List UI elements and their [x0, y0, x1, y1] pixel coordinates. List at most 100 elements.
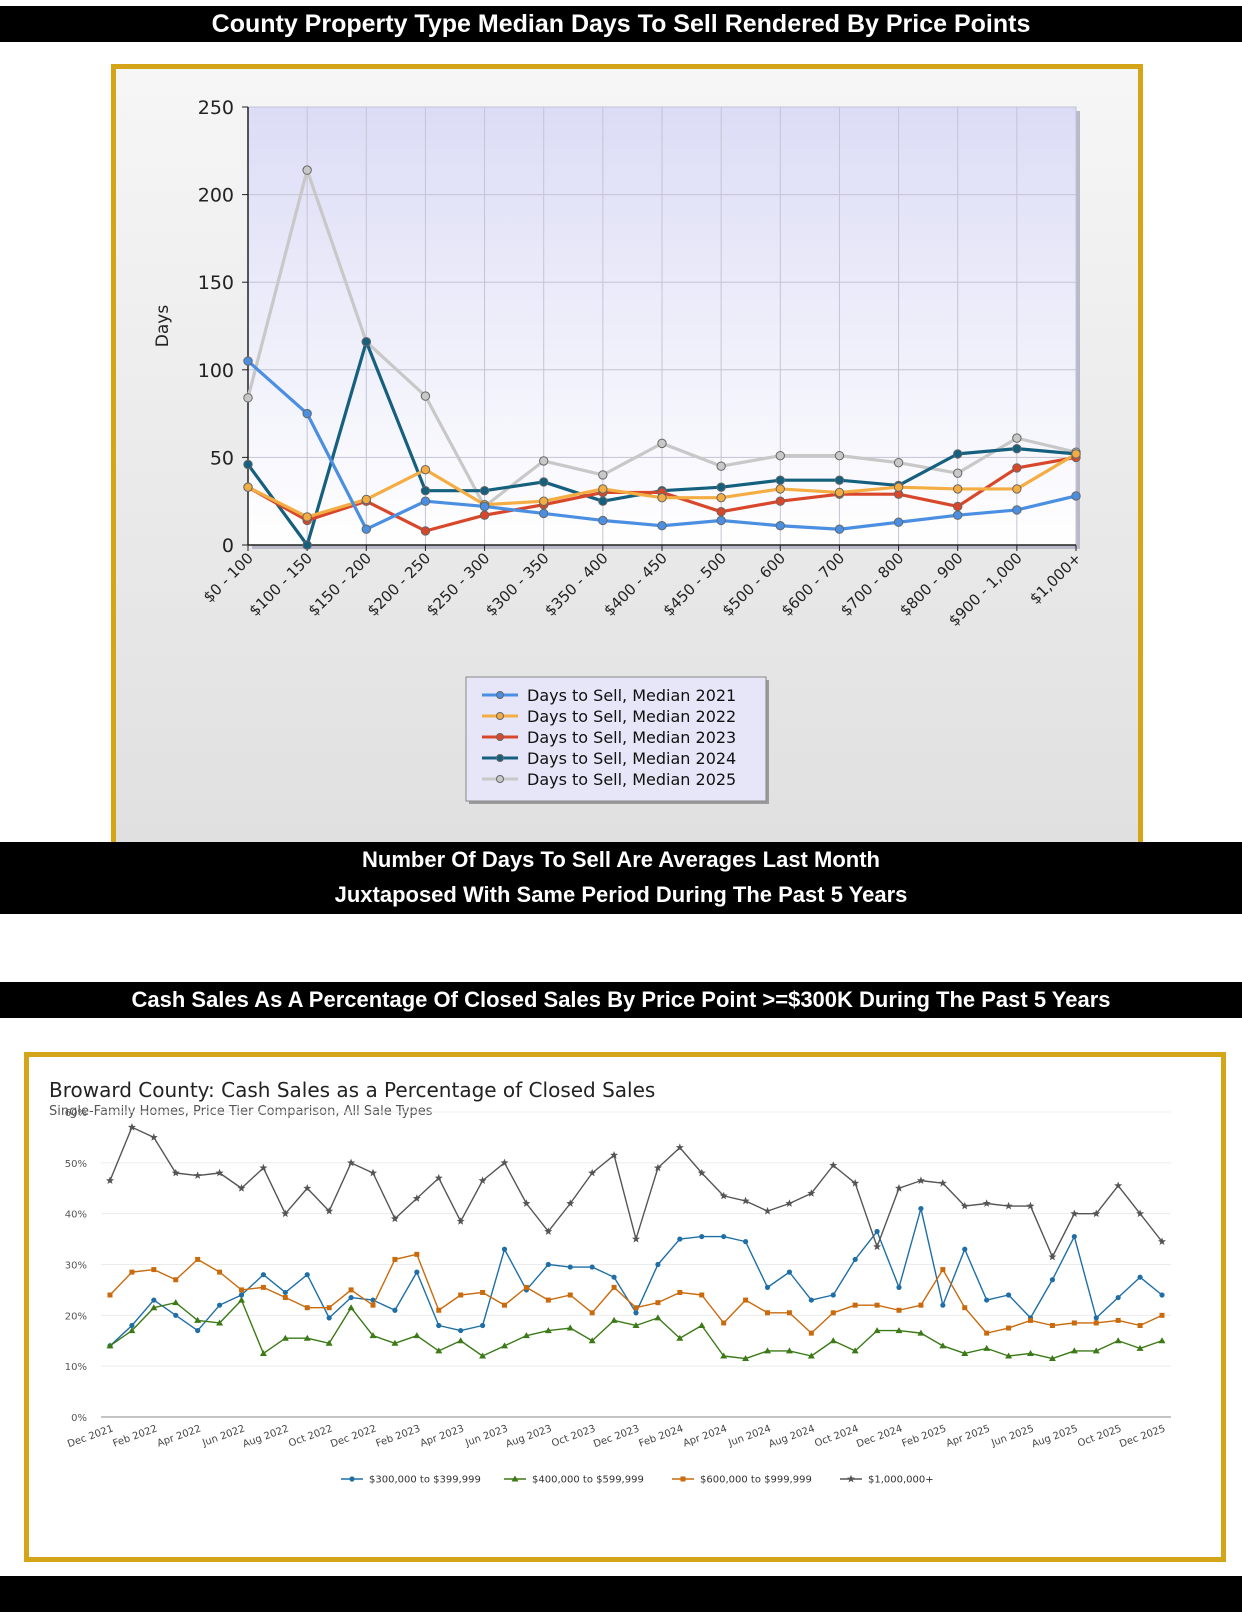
cash-sales-banner: Cash Sales As A Percentage Of Closed Sal… [0, 982, 1242, 1018]
data-point-1-000-000 [106, 1176, 114, 1184]
y-tick-label: 50 [210, 447, 234, 469]
y-axis-label: Days [153, 305, 173, 348]
data-point-days-to-sell-median-2024 [361, 337, 371, 347]
data-point-days-to-sell-median-2025 [716, 461, 726, 471]
data-point-600-000-to-999-999 [436, 1307, 442, 1313]
data-point-days-to-sell-median-2025 [834, 450, 845, 461]
data-point-1-000-000 [785, 1199, 794, 1207]
data-point-days-to-sell-median-2021 [775, 521, 785, 531]
data-point-400-000-to-599-999 [413, 1332, 421, 1339]
data-point-300-000-to-399-999 [874, 1228, 880, 1235]
data-point-1-000-000 [675, 1143, 684, 1151]
data-point-1-000-000 [281, 1209, 290, 1218]
legend-marker [496, 754, 504, 762]
data-point-600-000-to-999-999 [239, 1287, 244, 1293]
data-point-days-to-sell-median-2021 [716, 515, 726, 526]
data-point-300-000-to-399-999 [721, 1233, 727, 1240]
data-point-days-to-sell-median-2022 [834, 487, 845, 498]
data-point-300-000-to-399-999 [808, 1297, 814, 1303]
y-tick-label: 250 [198, 97, 234, 119]
data-point-days-to-sell-median-2021 [302, 408, 312, 419]
data-point-300-000-to-399-999 [1005, 1292, 1012, 1298]
data-point-400-000-to-599-999 [610, 1316, 618, 1323]
data-point-days-to-sell-median-2022 [953, 484, 963, 494]
data-point-300-000-to-399-999 [633, 1310, 639, 1316]
data-point-1-000-000 [588, 1168, 597, 1177]
data-point-400-000-to-599-999 [391, 1339, 399, 1346]
data-point-1-000-000 [434, 1173, 443, 1182]
data-point-300-000-to-399-999 [216, 1302, 223, 1308]
data-point-1-000-000 [1114, 1181, 1123, 1190]
data-point-300-000-to-399-999 [392, 1307, 398, 1313]
data-point-300-000-to-399-999 [764, 1284, 771, 1290]
data-point-days-to-sell-median-2021 [598, 515, 608, 526]
data-point-400-000-to-599-999 [347, 1304, 355, 1311]
data-point-300-000-to-399-999 [589, 1264, 595, 1270]
data-point-600-000-to-999-999 [1115, 1317, 1121, 1323]
y-tick-label: 40% [65, 1210, 87, 1221]
data-point-days-to-sell-median-2025 [775, 450, 785, 461]
data-point-1-000-000 [390, 1214, 399, 1223]
data-point-days-to-sell-median-2022 [243, 482, 253, 492]
data-point-600-000-to-999-999 [1071, 1320, 1077, 1326]
data-point-days-to-sell-median-2021 [953, 510, 963, 520]
data-point-300-000-to-399-999 [852, 1256, 858, 1263]
data-point-400-000-to-599-999 [238, 1296, 245, 1303]
data-point-1-000-000 [873, 1242, 882, 1251]
data-point-600-000-to-999-999 [282, 1295, 288, 1301]
data-point-days-to-sell-median-2024 [539, 477, 549, 487]
data-point-300-000-to-399-999 [677, 1236, 683, 1242]
data-point-600-000-to-999-999 [721, 1320, 727, 1326]
data-point-300-000-to-399-999 [742, 1239, 749, 1245]
data-point-300-000-to-399-999 [896, 1284, 902, 1290]
data-point-400-000-to-599-999 [544, 1327, 552, 1334]
data-point-days-to-sell-median-2025 [243, 393, 253, 403]
legend-marker [680, 1476, 686, 1482]
data-point-600-000-to-999-999 [1049, 1323, 1055, 1328]
data-point-400-000-to-599-999 [194, 1316, 202, 1323]
legend-label: Days to Sell, Median 2023 [527, 728, 736, 747]
data-point-400-000-to-599-999 [654, 1314, 662, 1321]
data-point-1-000-000 [632, 1234, 640, 1243]
data-point-400-000-to-599-999 [303, 1334, 311, 1341]
data-point-300-000-to-399-999 [567, 1264, 573, 1270]
data-point-300-000-to-399-999 [173, 1312, 179, 1318]
data-point-400-000-to-599-999 [720, 1352, 728, 1359]
data-point-600-000-to-999-999 [1006, 1325, 1012, 1331]
data-point-days-to-sell-median-2022 [539, 496, 549, 506]
data-point-days-to-sell-median-2022 [716, 492, 726, 503]
data-point-days-to-sell-median-2024 [953, 449, 963, 459]
data-point-400-000-to-599-999 [501, 1342, 508, 1349]
data-point-300-000-to-399-999 [1049, 1277, 1056, 1283]
data-point-300-000-to-399-999 [984, 1297, 990, 1303]
data-point-600-000-to-999-999 [1028, 1317, 1033, 1323]
data-point-600-000-to-999-999 [545, 1297, 551, 1303]
data-point-300-000-to-399-999 [260, 1272, 267, 1278]
data-point-300-000-to-399-999 [830, 1292, 836, 1298]
data-point-400-000-to-599-999 [566, 1324, 574, 1331]
data-point-days-to-sell-median-2025 [893, 457, 904, 468]
data-point-600-000-to-999-999 [173, 1277, 179, 1283]
data-point-400-000-to-599-999 [325, 1339, 333, 1346]
data-point-400-000-to-599-999 [873, 1327, 881, 1334]
y-tick-label: 60% [65, 1108, 87, 1119]
data-point-600-000-to-999-999 [677, 1289, 683, 1295]
data-point-600-000-to-999-999 [984, 1330, 990, 1336]
data-point-days-to-sell-median-2025 [420, 391, 431, 401]
data-point-1-000-000 [456, 1217, 465, 1225]
data-point-1-000-000 [478, 1176, 487, 1184]
data-point-1-000-000 [763, 1206, 772, 1215]
y-tick-label: 30% [65, 1261, 87, 1272]
data-point-300-000-to-399-999 [611, 1274, 617, 1280]
data-point-400-000-to-599-999 [939, 1342, 947, 1349]
data-point-400-000-to-599-999 [1092, 1347, 1100, 1354]
data-point-300-000-to-399-999 [940, 1302, 946, 1308]
y-tick-label: 20% [65, 1311, 87, 1322]
data-point-400-000-to-599-999 [1158, 1337, 1166, 1344]
data-point-days-to-sell-median-2024 [1012, 443, 1022, 454]
data-point-600-000-to-999-999 [1159, 1312, 1165, 1318]
data-point-300-000-to-399-999 [1159, 1292, 1165, 1298]
data-point-1-000-000 [127, 1123, 136, 1131]
data-point-600-000-to-999-999 [458, 1292, 464, 1298]
data-point-days-to-sell-median-2022 [893, 482, 904, 492]
